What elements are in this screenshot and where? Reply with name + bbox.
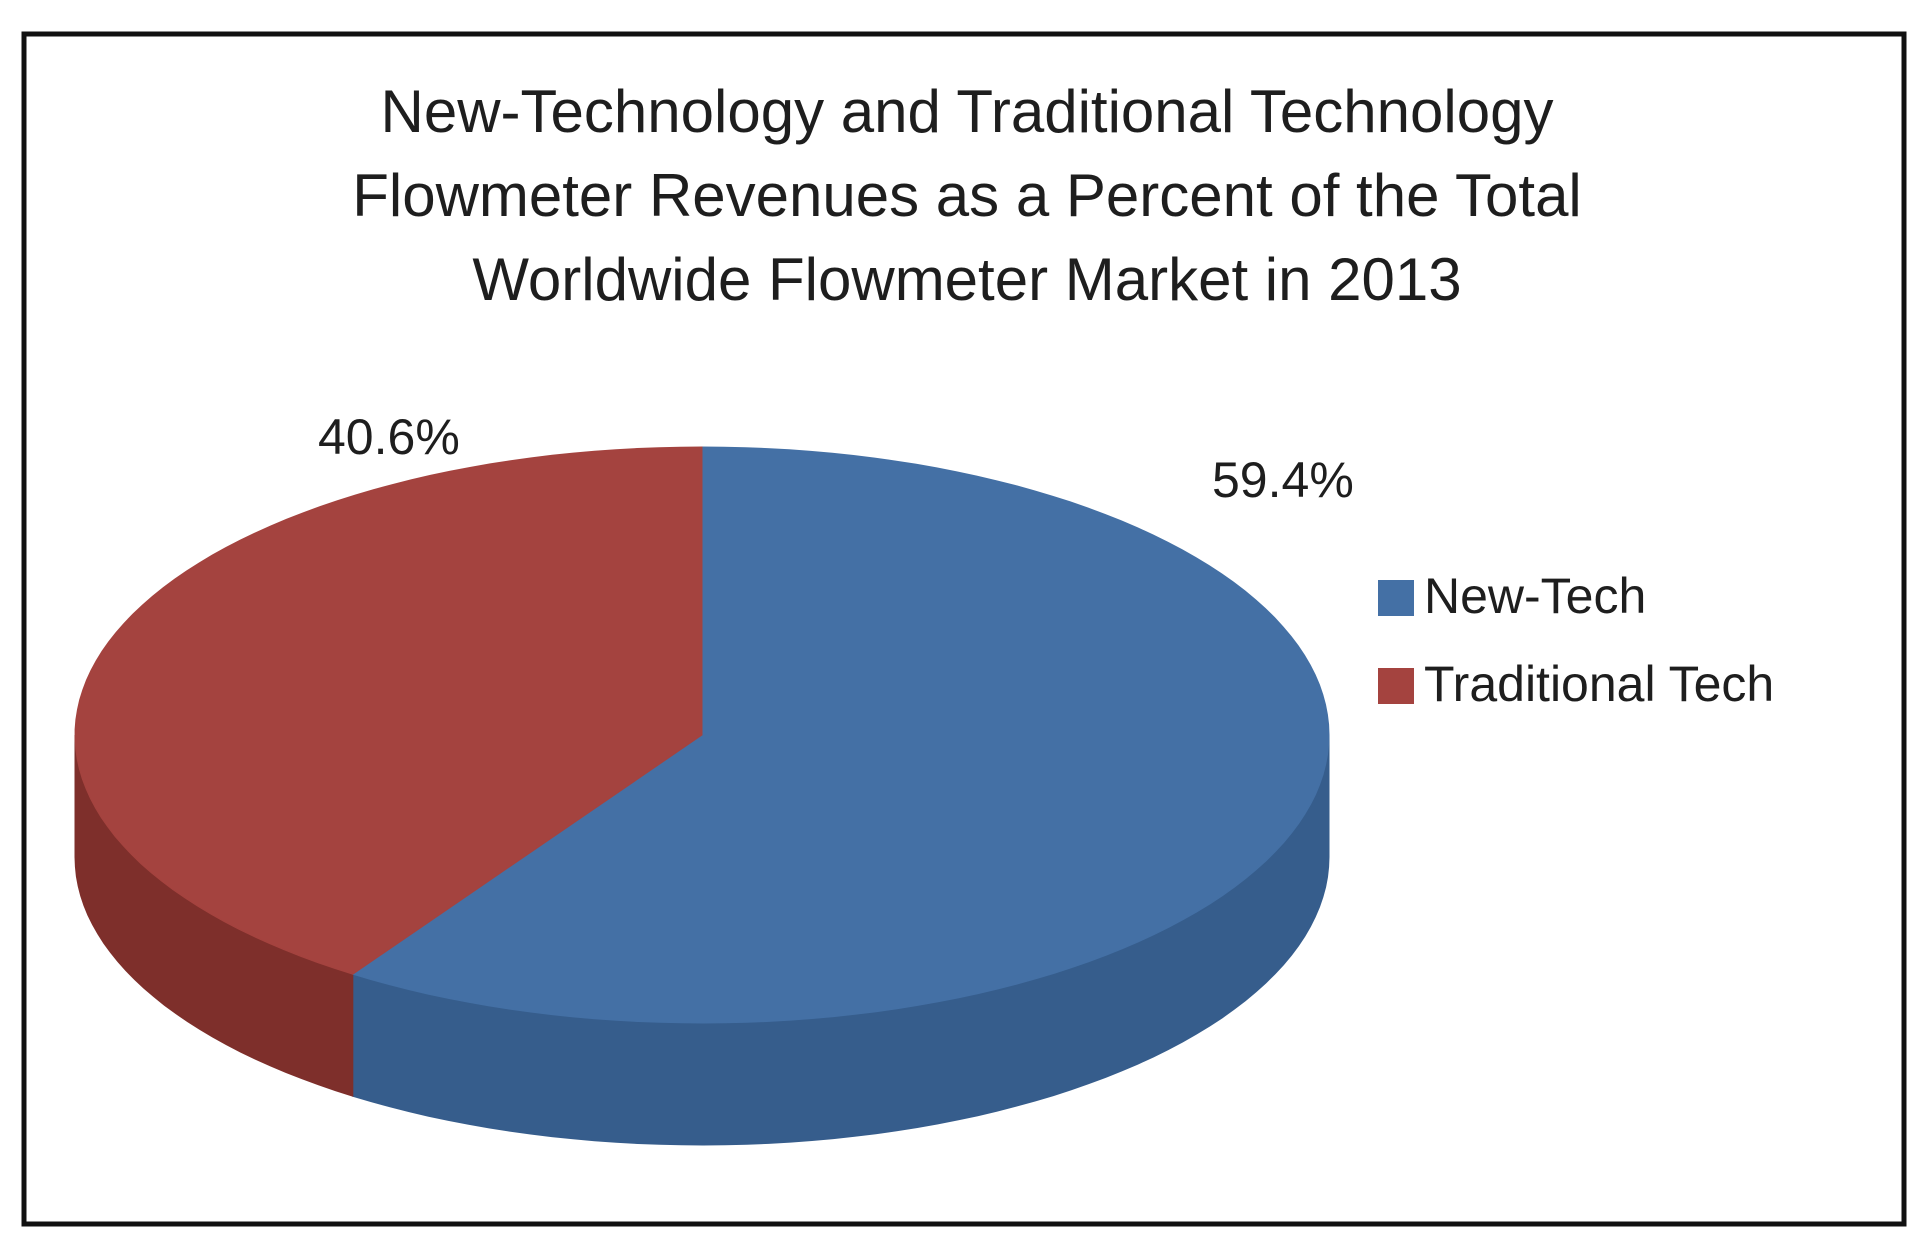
chart-title: New-Technology and Traditional Technolog…: [381, 78, 1554, 145]
legend-swatch: [1378, 668, 1414, 704]
pie-slice: [74, 446, 703, 975]
chart-title: Worldwide Flowmeter Market in 2013: [472, 246, 1461, 313]
legend-label: New-Tech: [1424, 568, 1646, 624]
legend-swatch: [1378, 580, 1414, 616]
pie-slice: [351, 446, 1330, 1024]
legend-label: Traditional Tech: [1424, 656, 1774, 712]
data-label: 40.6%: [318, 409, 460, 465]
data-label: 59.4%: [1212, 452, 1354, 508]
chart-title: Flowmeter Revenues as a Percent of the T…: [352, 162, 1582, 229]
